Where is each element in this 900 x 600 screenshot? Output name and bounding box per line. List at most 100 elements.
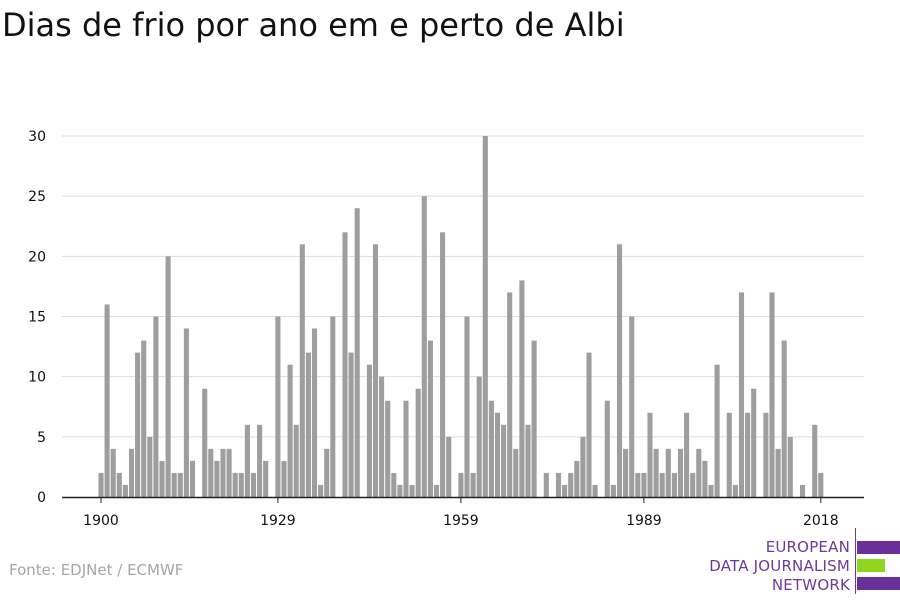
bar-1979 bbox=[580, 436, 586, 497]
bar-1920 bbox=[220, 448, 226, 497]
logo-line-1: EUROPEAN bbox=[765, 538, 850, 556]
bar-1922 bbox=[232, 472, 238, 497]
bar-1999 bbox=[702, 460, 708, 497]
bar-1921 bbox=[226, 448, 232, 497]
bar-1976 bbox=[562, 484, 568, 497]
bar-1959 bbox=[458, 472, 464, 497]
bar-1991 bbox=[653, 448, 659, 497]
bar-1935 bbox=[311, 328, 318, 497]
bar-1983 bbox=[604, 400, 610, 497]
bar-1978 bbox=[574, 460, 580, 497]
bar-1968 bbox=[513, 448, 519, 497]
x-axis-ticks: 1900 1929 1959 1989 2018 bbox=[83, 497, 839, 529]
bar-1981 bbox=[592, 484, 598, 497]
bar-1902 bbox=[110, 448, 116, 497]
bar-1984 bbox=[610, 484, 616, 497]
bar-1901 bbox=[104, 304, 110, 497]
bar-1980 bbox=[586, 352, 592, 497]
edjnet-logo: EUROPEAN DATA JOURNALISM NETWORK bbox=[700, 528, 900, 594]
bar-1910 bbox=[159, 460, 165, 497]
bar-1964 bbox=[488, 400, 494, 497]
bar-1971 bbox=[531, 340, 537, 497]
bar-1931 bbox=[287, 364, 293, 497]
bar-1970 bbox=[525, 424, 531, 497]
bar-1975 bbox=[555, 472, 562, 497]
bar-2015 bbox=[799, 484, 806, 497]
bar-1932 bbox=[293, 424, 299, 497]
logo-line-2: DATA JOURNALISM bbox=[709, 557, 850, 575]
bar-1963 bbox=[482, 136, 488, 497]
bar-1969 bbox=[519, 280, 525, 497]
bar-1955 bbox=[433, 484, 440, 497]
x-tick-label: 2018 bbox=[803, 513, 839, 529]
bar-1953 bbox=[421, 196, 427, 498]
logo-rule bbox=[855, 528, 856, 594]
bar-1967 bbox=[507, 292, 513, 497]
bar-2011 bbox=[775, 448, 781, 497]
bar-1997 bbox=[690, 472, 696, 497]
bar-1930 bbox=[281, 460, 287, 497]
bar-1915 bbox=[189, 460, 196, 497]
bar-1962 bbox=[476, 376, 482, 497]
chart-title: Dias de frio por ano em e perto de Albi bbox=[2, 6, 625, 44]
logo-bar-green bbox=[857, 559, 885, 572]
bar-2017 bbox=[812, 424, 818, 497]
bar-2006 bbox=[745, 412, 751, 497]
bar-1942 bbox=[354, 208, 360, 497]
bar-1986 bbox=[623, 448, 629, 497]
bar-1990 bbox=[647, 412, 653, 497]
bar-1961 bbox=[470, 472, 476, 497]
bar-1940 bbox=[342, 232, 348, 497]
bar-1936 bbox=[318, 484, 324, 497]
bar-1957 bbox=[446, 436, 452, 497]
grid-lines bbox=[62, 135, 864, 438]
bar-1907 bbox=[141, 340, 147, 497]
bar-1954 bbox=[427, 340, 433, 497]
bar-2001 bbox=[714, 364, 720, 497]
y-tick-label: 0 bbox=[37, 490, 46, 506]
bar-1938 bbox=[330, 316, 336, 497]
bar-1998 bbox=[696, 448, 702, 497]
bar-1948 bbox=[391, 472, 397, 497]
y-tick-label: 5 bbox=[37, 430, 46, 446]
bar-1960 bbox=[464, 316, 470, 497]
bar-1987 bbox=[629, 316, 635, 497]
bar-1992 bbox=[659, 472, 665, 497]
bars bbox=[98, 136, 824, 498]
bar-1952 bbox=[415, 388, 421, 497]
bar-1988 bbox=[635, 472, 641, 497]
bar-1937 bbox=[324, 448, 330, 497]
bar-1923 bbox=[238, 472, 244, 497]
bar-1933 bbox=[299, 244, 305, 497]
y-tick-label: 15 bbox=[28, 310, 46, 326]
bar-1909 bbox=[153, 316, 159, 497]
bar-1900 bbox=[98, 472, 104, 497]
y-tick-label: 10 bbox=[28, 370, 46, 386]
bar-1927 bbox=[263, 460, 269, 497]
bar-1918 bbox=[208, 448, 214, 497]
bar-1904 bbox=[122, 484, 128, 497]
bar-1905 bbox=[128, 448, 135, 497]
x-tick-label: 1959 bbox=[443, 513, 479, 529]
bar-1994 bbox=[671, 472, 677, 497]
x-tick-label: 1929 bbox=[260, 513, 296, 529]
logo-bar-purple-bottom bbox=[857, 577, 900, 590]
bar-1919 bbox=[214, 460, 220, 497]
x-tick-label: 1989 bbox=[626, 513, 662, 529]
bar-1945 bbox=[372, 244, 379, 497]
y-tick-label: 30 bbox=[28, 129, 46, 145]
x-tick-label: 1900 bbox=[83, 513, 119, 529]
bar-1917 bbox=[202, 388, 208, 497]
y-axis-ticks: 0 5 10 15 20 25 30 bbox=[28, 129, 46, 506]
bar-1906 bbox=[135, 352, 141, 497]
bar-1911 bbox=[165, 256, 171, 497]
bar-1929 bbox=[275, 316, 281, 497]
bar-1951 bbox=[409, 484, 415, 497]
bar-1912 bbox=[171, 472, 177, 497]
bar-1903 bbox=[116, 472, 122, 497]
bar-1989 bbox=[641, 472, 647, 497]
bar-2000 bbox=[708, 484, 714, 497]
bar-2009 bbox=[763, 412, 769, 497]
bar-1941 bbox=[348, 352, 354, 497]
